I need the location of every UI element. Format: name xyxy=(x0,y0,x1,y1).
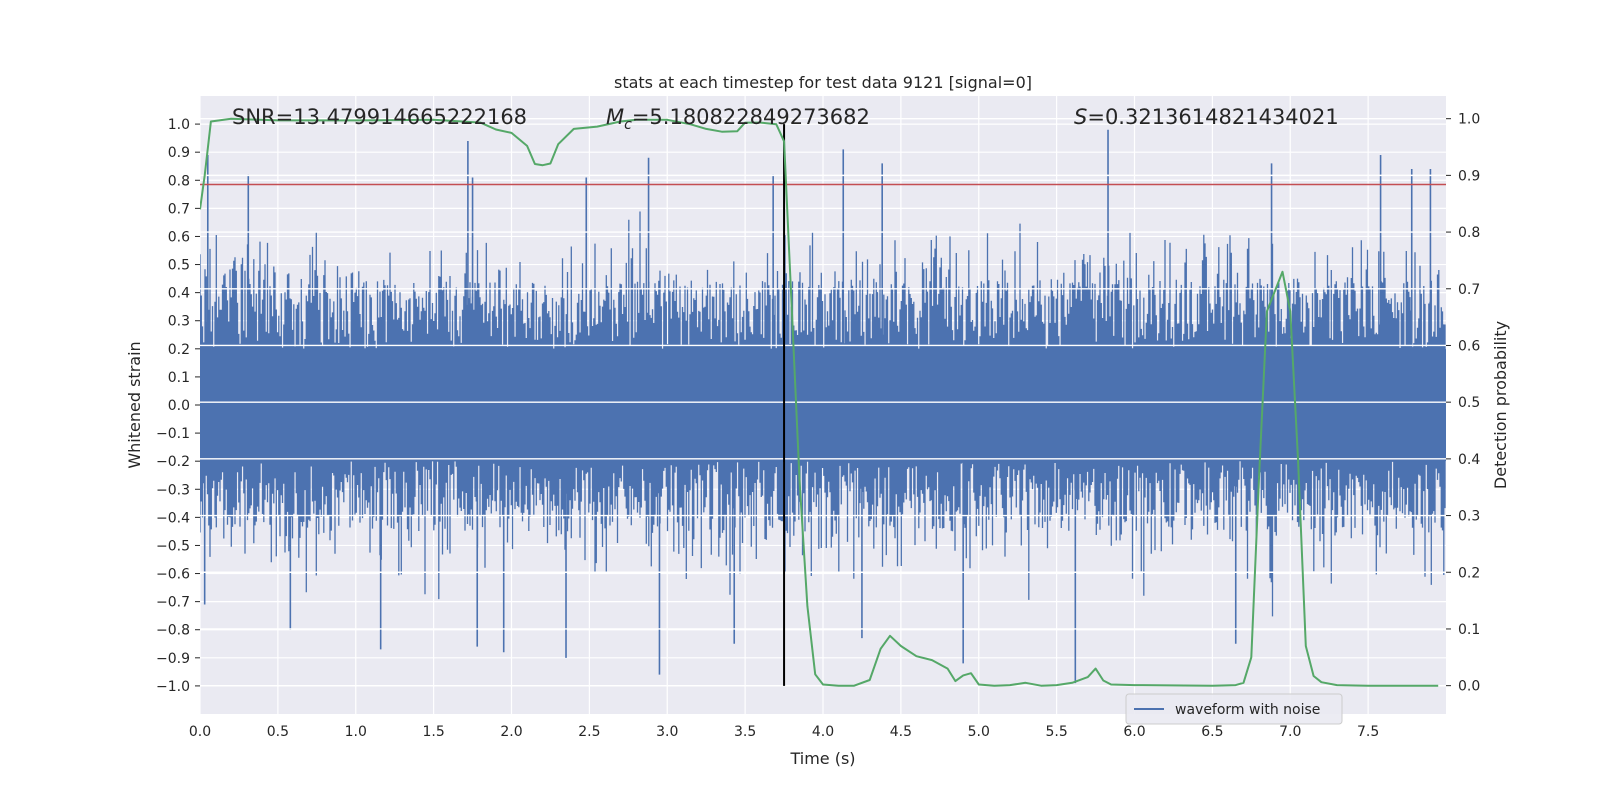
y-left-tick-label: −0.4 xyxy=(156,510,190,526)
y-left-tick-label: 0.6 xyxy=(168,229,190,245)
series-detection-probability xyxy=(200,117,1439,687)
chirp-mass-annotation: Mc=5.180822849273682 xyxy=(606,105,870,133)
chirp-mass-subscript: c xyxy=(624,117,632,133)
x-tick-label: 2.0 xyxy=(500,724,522,740)
x-tick-label: 4.5 xyxy=(890,724,912,740)
x-axis-label: Time (s) xyxy=(789,749,855,768)
y-left-tick-label: 0.8 xyxy=(168,173,190,189)
y-left-axis-label: Whitened strain xyxy=(125,341,144,468)
x-tick-label: 5.5 xyxy=(1045,724,1067,740)
snr-annotation: SNR=13.479914665222168 xyxy=(232,105,527,129)
y-left-tick-label: −0.9 xyxy=(156,651,190,667)
y-right-axis-label: Detection probability xyxy=(1491,321,1510,489)
y-left-tick-label: 1.0 xyxy=(168,117,190,133)
y-right-tick-label: 0.8 xyxy=(1458,225,1480,241)
y-right-tick-label: 0.3 xyxy=(1458,509,1480,525)
s-symbol: S xyxy=(1074,105,1087,129)
y-left-tick-label: −0.8 xyxy=(156,623,190,639)
y-left-tick-label: 0.2 xyxy=(168,342,190,358)
y-right-tick-label: 0.1 xyxy=(1458,622,1480,638)
x-tick-label: 7.5 xyxy=(1357,724,1379,740)
series-waveform-with-noise xyxy=(200,129,1446,684)
y-right-tick-label: 0.4 xyxy=(1458,452,1480,468)
x-tick-label: 7.0 xyxy=(1279,724,1301,740)
y-left-tick-label: −0.2 xyxy=(156,454,190,470)
y-left-tick-label: −0.3 xyxy=(156,482,190,498)
y-right-tick-label: 0.6 xyxy=(1458,338,1480,354)
x-tick-label: 6.0 xyxy=(1123,724,1145,740)
chirp-mass-value: =5.180822849273682 xyxy=(632,105,870,129)
x-tick-label: 3.0 xyxy=(656,724,678,740)
y-gridlines-overlay xyxy=(200,117,1446,687)
y-left-axis-ticks: 1.0 0.9 0.8 0.7 0.6 0.5 0.4 0.3 0.2 0.1 0.0 −0.1 −0.… xyxy=(156,117,200,695)
y-left-tick-label: 0.5 xyxy=(168,258,190,274)
s-value: =0.3213614821434021 xyxy=(1087,105,1338,129)
legend-box xyxy=(1125,693,1343,725)
y-left-tick-label: −1.0 xyxy=(156,679,190,695)
y-left-tick-label: −0.6 xyxy=(156,567,190,583)
chirp-mass-symbol: M xyxy=(606,105,624,129)
waveform-trace xyxy=(200,211,1446,617)
y-left-tick-label: −0.1 xyxy=(156,426,190,442)
x-tick-label: 3.5 xyxy=(734,724,756,740)
y-right-tick-label: 0.2 xyxy=(1458,565,1480,581)
x-axis-ticks: 0.0 0.5 1.0 1.5 2.0 2.5 3.0 3.5 4.0 4.5 5.0 5.5 6.0 6… xyxy=(189,724,1379,740)
y-left-tick-label: 0.0 xyxy=(168,398,190,414)
y-left-tick-label: 0.4 xyxy=(168,286,190,302)
x-tick-label: 4.0 xyxy=(812,724,834,740)
chart-title: stats at each timestep for test data 912… xyxy=(614,73,1032,92)
x-tick-label: 0.0 xyxy=(189,724,211,740)
y-right-tick-label: 0.9 xyxy=(1458,168,1480,184)
x-tick-label: 5.0 xyxy=(968,724,990,740)
y-left-tick-label: 0.9 xyxy=(168,145,190,161)
y-left-tick-label: −0.7 xyxy=(156,595,190,611)
legend: waveform with noise xyxy=(1125,693,1343,725)
x-tick-label: 1.0 xyxy=(345,724,367,740)
x-tick-label: 6.5 xyxy=(1201,724,1223,740)
y-left-tick-label: 0.7 xyxy=(168,201,190,217)
y-right-tick-label: 1.0 xyxy=(1458,112,1480,128)
y-right-tick-label: 0.0 xyxy=(1458,679,1480,695)
y-right-tick-label: 0.5 xyxy=(1458,395,1480,411)
x-tick-label: 1.5 xyxy=(422,724,444,740)
x-tick-label: 0.5 xyxy=(267,724,289,740)
y-left-tick-label: 0.3 xyxy=(168,314,190,330)
x-tick-label: 2.5 xyxy=(578,724,600,740)
legend-label-waveform: waveform with noise xyxy=(1175,702,1320,718)
s-annotation: S=0.3213614821434021 xyxy=(1074,105,1339,129)
y-left-tick-label: −0.5 xyxy=(156,538,190,554)
y-right-tick-label: 0.7 xyxy=(1458,282,1480,298)
y-right-axis-ticks: 1.0 0.9 0.8 0.7 0.6 0.5 0.4 0.3 0.2 0.1 0.0 xyxy=(1446,112,1480,695)
y-left-tick-label: 0.1 xyxy=(168,370,190,386)
